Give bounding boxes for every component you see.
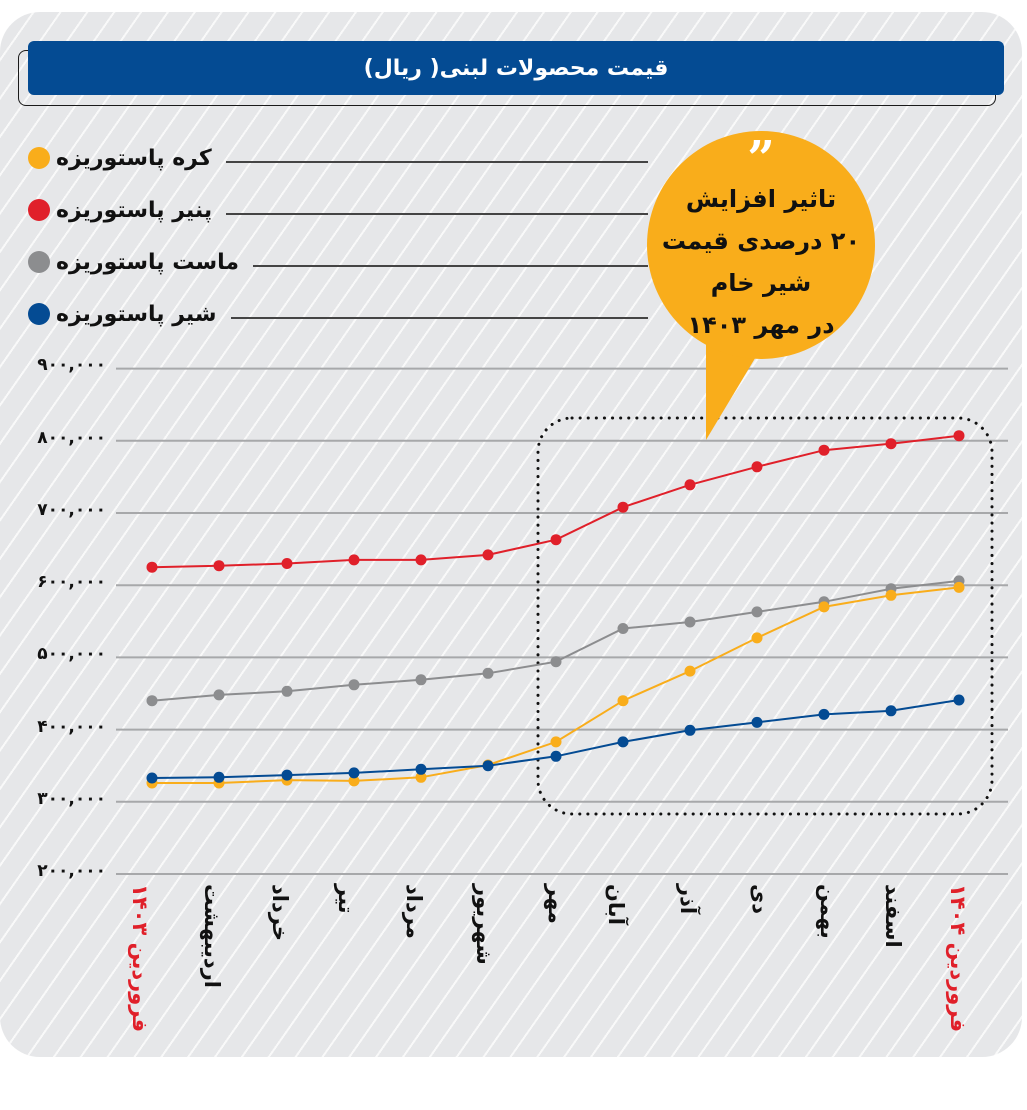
data-point (482, 667, 494, 679)
callout-line: تاثیر افزایش (685, 185, 837, 213)
x-tick-label: خرداد (268, 884, 292, 941)
data-point (617, 695, 629, 707)
data-point (146, 561, 158, 573)
legend-divider (225, 161, 648, 163)
callout-line: ۲۰ درصدی قیمت (661, 227, 861, 255)
legend-divider (230, 317, 648, 319)
data-point (482, 549, 494, 561)
data-point (281, 769, 293, 781)
callout-line: در مهر ۱۴۰۳ (687, 311, 835, 339)
y-tick-label: ۶۰۰,۰۰۰ (37, 572, 106, 592)
y-tick-label: ۲۰۰,۰۰۰ (37, 861, 106, 881)
legend-label: پنیر پاستوریزه (56, 197, 213, 223)
data-point (751, 606, 763, 618)
legend-item-cheese: پنیر پاستوریزه (28, 184, 648, 236)
x-tick-label: اردیبهشت (200, 884, 224, 988)
data-point (818, 708, 830, 720)
data-point (482, 760, 494, 772)
data-point (415, 674, 427, 686)
legend-dot-icon (28, 199, 50, 221)
chart-title: قیمت محصولات لبنی( ریال) (363, 55, 669, 81)
data-point (751, 632, 763, 644)
series-lines (146, 430, 965, 789)
data-point (348, 554, 360, 566)
data-point (213, 689, 225, 701)
highlight-dotted-box (536, 416, 994, 816)
y-tick-label: ۷۰۰,۰۰۰ (37, 500, 106, 520)
data-point (818, 601, 830, 613)
legend-dot-icon (28, 147, 50, 169)
x-tick-label: فروردین ۱۴۰۳ (128, 884, 152, 1033)
x-tick-label: فروردین ۱۴۰۴ (946, 884, 970, 1033)
x-tick-label: دی (748, 884, 772, 915)
data-point (281, 685, 293, 697)
data-point (953, 694, 965, 706)
x-tick-label: مرداد (402, 884, 426, 939)
quote-icon: ” (747, 131, 775, 187)
title-bar: قیمت محصولات لبنی( ریال) (28, 41, 1004, 95)
legend-dot-icon (28, 303, 50, 325)
x-tick-label: تیر (334, 884, 358, 914)
callout-bubble: ” تاثیر افزایش ۲۰ درصدی قیمت شیر خام در … (647, 131, 875, 359)
y-tick-label: ۵۰۰,۰۰۰ (37, 644, 106, 664)
data-point (684, 665, 696, 677)
data-point (348, 767, 360, 779)
data-point (348, 775, 360, 787)
data-point (415, 554, 427, 566)
y-tick-label: ۸۰۰,۰۰۰ (37, 428, 106, 448)
legend-item-yogurt: ماست پاستوریزه (28, 236, 648, 288)
data-point (617, 736, 629, 748)
data-point (684, 616, 696, 628)
data-point (550, 656, 562, 668)
x-tick-label: آبان (604, 884, 628, 925)
data-point (550, 736, 562, 748)
data-point (751, 461, 763, 473)
x-tick-label: مهر (544, 884, 568, 924)
callout-line: شیر خام (710, 269, 812, 297)
data-point (415, 763, 427, 775)
gridlines (116, 367, 1008, 875)
data-point (281, 558, 293, 569)
data-point (550, 750, 562, 762)
data-point (550, 534, 562, 546)
data-point (885, 705, 897, 717)
x-tick-label: اسفند (881, 884, 905, 948)
legend-label: کره پاستوریزه (56, 145, 212, 171)
data-point (146, 695, 158, 707)
data-point (684, 479, 696, 491)
legend-item-milk: شیر پاستوریزه (28, 288, 648, 340)
data-point (953, 581, 965, 593)
data-point (885, 589, 897, 601)
data-point (684, 724, 696, 736)
data-point (617, 623, 629, 634)
data-point (617, 501, 629, 513)
data-point (953, 430, 965, 442)
x-tick-label: آذر (676, 884, 700, 915)
legend-label: شیر پاستوریزه (56, 301, 217, 327)
data-point (415, 771, 427, 783)
x-tick-label: شهریور (472, 884, 496, 965)
data-point (818, 444, 830, 456)
data-point (146, 772, 158, 784)
series-line (151, 434, 960, 569)
y-tick-label: ۹۰۰,۰۰۰ (37, 355, 106, 375)
data-point (885, 438, 897, 450)
data-point (751, 716, 763, 728)
legend-label: ماست پاستوریزه (56, 249, 239, 275)
y-tick-label: ۳۰۰,۰۰۰ (37, 789, 106, 809)
legend-dot-icon (28, 251, 50, 273)
series-line (151, 579, 960, 702)
x-tick-label: بهمن (816, 884, 840, 939)
data-point (213, 771, 225, 783)
legend-item-butter: کره پاستوریزه (28, 132, 648, 184)
data-point (348, 679, 360, 691)
y-tick-label: ۴۰۰,۰۰۰ (37, 717, 106, 737)
legend-divider (253, 265, 648, 267)
data-point (213, 560, 225, 572)
legend: کره پاستوریزه پنیر پاستوریزه ماست پاستور… (28, 132, 648, 340)
legend-divider (226, 213, 648, 215)
